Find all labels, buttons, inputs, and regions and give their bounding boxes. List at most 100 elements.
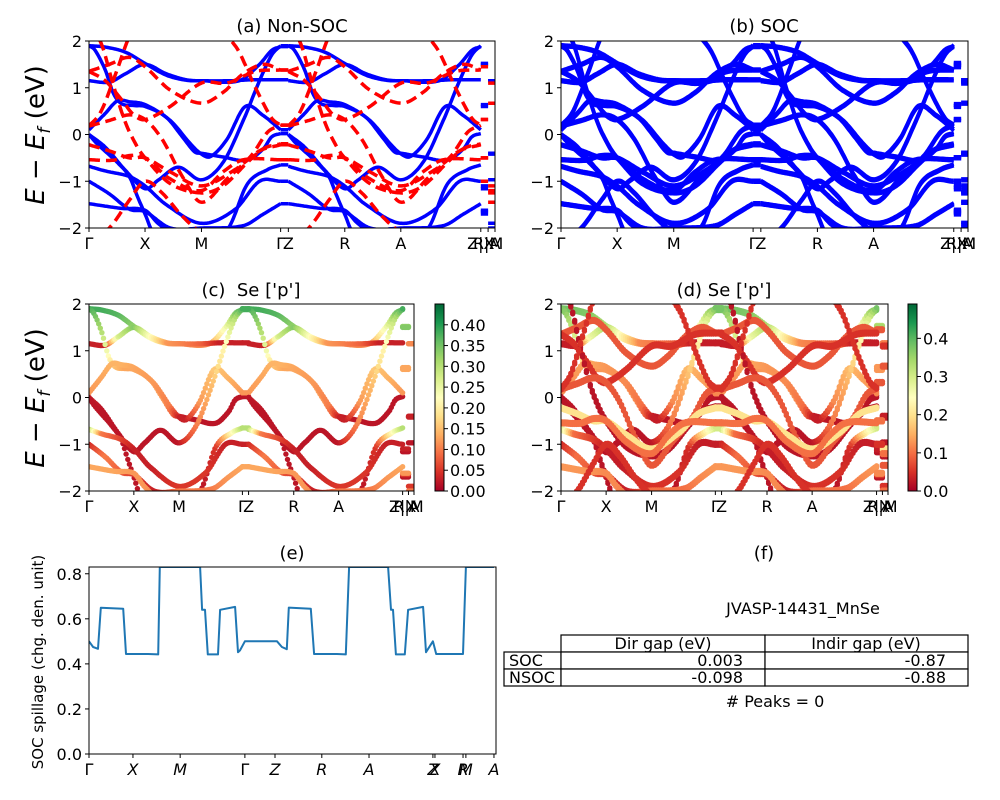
band-point [681,383,687,389]
y-tick-label: −2 [530,219,554,238]
band-point [255,321,261,327]
band-point [97,325,104,331]
band-point [836,399,842,406]
y-tick-label: 1 [544,79,554,98]
x-tick-label: R [288,497,299,516]
y-tick-label: −2 [58,482,82,501]
band-point [760,461,766,468]
x-tick-label: A [333,497,344,516]
axes-frame [88,40,496,229]
band-point [134,485,141,491]
band-point [832,394,839,400]
band-point [399,393,406,400]
band-point [361,389,367,396]
band-point [838,378,844,384]
soc-bands-2-band-line [561,41,955,127]
band-point [133,480,139,486]
panel-c-projected-non-soc: (c) Se ['p'] E − Ef (eV) 0.000.050.100.1… [21,280,486,516]
band-point [205,392,212,398]
spin-up-band-line [89,98,495,159]
soc-bands-2-band-line [561,142,968,187]
band-point [767,485,774,491]
band-point [292,480,299,486]
band-point [284,456,291,463]
band-point [200,389,207,396]
y-tick-label: −2 [58,219,82,238]
band-point [200,481,207,487]
colorbar: 0.000.050.100.150.200.250.300.350.40 [434,303,486,501]
band-point [834,405,840,411]
y-label-subscript: f [35,125,55,134]
band-point [850,359,856,366]
y-label-unit: (eV) [21,65,51,127]
band-point [99,330,105,336]
band-point [370,378,377,384]
band-point [258,330,265,336]
band-point [669,414,676,421]
panel-title: (a) Non-SOC [236,16,347,37]
panel-title: (c) Se ['p'] [202,280,301,301]
band-point [228,325,234,331]
band-point [405,324,412,331]
spin-down-band-line [89,153,495,193]
band-point [126,461,133,467]
y-tick-label: 1 [72,342,82,361]
y-label-symbol: E [21,451,51,468]
band-point [364,396,370,403]
data-layer [561,304,888,491]
colorbar-tick-label: 0.30 [450,357,486,376]
x-tick-label: R|M [393,497,423,516]
band-point [671,394,677,400]
y-tick-label: 0 [72,126,82,145]
band-point [220,348,226,354]
band-point [369,383,375,389]
band-point [199,394,205,400]
colorbar-tick-label: 0.15 [450,420,486,439]
band-point [399,390,406,396]
x-tick-label: Z|X [467,234,494,253]
y-label-minus: − [21,150,51,188]
band-point [213,368,220,375]
band-point [689,359,695,366]
x-tick-label: A [490,234,501,253]
band-point [564,311,570,317]
band-point [840,373,846,380]
band-point [199,410,205,416]
band-point [100,335,107,341]
band-point [262,341,268,348]
band-point [286,461,292,467]
colorbar-tick-label: 0.05 [450,461,486,480]
band-point [675,383,681,390]
spin-up-band-line [89,44,495,163]
band-point [411,488,414,491]
x-tick-label: A [963,234,974,253]
y-tick-label: 2 [72,295,82,314]
band-point [374,368,380,375]
band-point [677,394,683,400]
soc-bands-1-band-line [561,97,968,158]
band-point [399,306,406,312]
x-tick-label: Γ [276,234,285,253]
band-point [375,363,381,369]
band-point [387,329,393,336]
band-point [834,480,840,486]
band-point [217,358,223,364]
band-point [362,401,368,407]
x-tick-label: Z|X [389,497,416,516]
band-point [830,398,837,404]
band-point [361,405,367,412]
band-point [202,385,208,391]
band-point [257,325,263,331]
band-point [411,341,414,347]
band-point [873,463,880,469]
colorbar-tick-label: 0.10 [450,440,486,459]
x-tick-label: R [812,234,823,253]
y-label-subscript: f [35,388,55,397]
band-point [834,389,840,395]
x-tick-label: X [128,497,139,516]
band-point [846,371,852,378]
band-point [607,485,613,491]
